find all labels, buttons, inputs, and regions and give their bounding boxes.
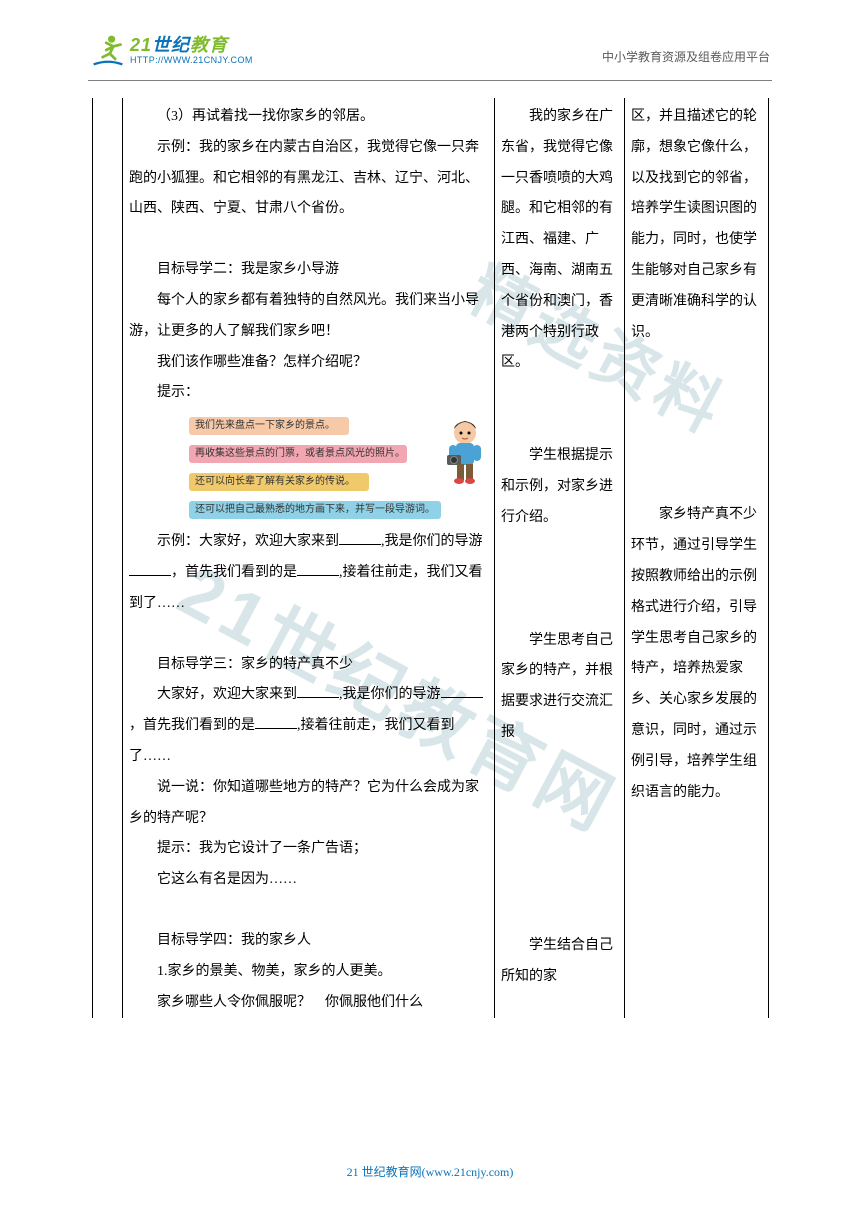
footer-prefix: 21 世纪教育网( — [347, 1165, 426, 1179]
logo-jiaoyu: 教育 — [190, 35, 228, 55]
footer-url: www.21cnjy.com — [426, 1165, 510, 1179]
txt: ,我是你们的导游 — [339, 687, 441, 702]
para-hint-label: 提示： — [129, 378, 488, 409]
speech-2: 再收集这些景点的门票，或者景点风光的照片。 — [189, 445, 407, 463]
design-intent-cell: 区，并且描述它的轮廓，想象它像什么，以及找到它的邻省，培养学生读图识图的能力，同… — [625, 98, 769, 1018]
txt: ,我是你们的导游 — [381, 534, 483, 549]
para-q3: （3）再试着找一找你家乡的邻居。 — [129, 102, 488, 133]
para-student-combine: 学生结合自己所知的家 — [501, 931, 618, 993]
logo-shiji: 世纪 — [152, 35, 190, 55]
boy-illustration — [439, 417, 491, 485]
footer-suffix: ) — [509, 1165, 513, 1179]
txt: ，首先我们看到的是 — [171, 565, 297, 580]
para-intent1: 区，并且描述它的轮廓，想象它像什么，以及找到它的邻省，培养学生读图识图的能力，同… — [631, 102, 762, 348]
speech-4: 还可以把自己最熟悉的地方画下来，并写一段导游词。 — [189, 501, 441, 519]
heading-goal2: 目标导学二：我是家乡小导游 — [129, 255, 488, 286]
speech-bubbles: 我们先来盘点一下家乡的景点。 再收集这些景点的门票，或者景点风光的照片。 还可以… — [189, 415, 479, 521]
para-hometown-gd: 我的家乡在广东省，我觉得它像一只香喷喷的大鸡腿。和它相邻的有江西、福建、广西、海… — [501, 102, 618, 379]
para-example3: 大家好，欢迎大家来到,我是你们的导游，首先我们看到的是,接着往前走，我们又看到了… — [129, 680, 488, 772]
header-divider — [88, 80, 772, 81]
blank — [339, 531, 381, 545]
txt: ，首先我们看到的是 — [129, 718, 255, 733]
para-hint2: 提示：我为它设计了一条广告语； — [129, 834, 488, 865]
page-footer: 21 世纪教育网(www.21cnjy.com) — [0, 1163, 860, 1180]
logo-url: HTTP://WWW.21CNJY.COM — [130, 56, 253, 65]
txt: 大家好，欢迎大家来到 — [157, 687, 297, 702]
blank — [255, 715, 297, 729]
blank — [441, 684, 483, 698]
para-student-think: 学生思考自己家乡的特产，并根据要求进行交流汇报 — [501, 626, 618, 749]
para-intent2: 家乡特产真不少环节，通过引导学生按照教师给出的示例格式进行介绍，引导学生思考自己… — [631, 500, 762, 808]
heading-goal4: 目标导学四：我的家乡人 — [129, 926, 488, 957]
para-talk: 说一说：你知道哪些地方的特产？它为什么会成为家乡的特产呢？ — [129, 773, 488, 835]
table-row: （3）再试着找一找你家乡的邻居。 示例：我的家乡在内蒙古自治区，我觉得它像一只奔… — [93, 98, 769, 1018]
logo: 21世纪教育 HTTP://WWW.21CNJY.COM — [90, 28, 253, 72]
cell-empty — [93, 98, 123, 1018]
speech-1: 我们先来盘点一下家乡的景点。 — [189, 417, 349, 435]
para-example1: 示例：我的家乡在内蒙古自治区，我觉得它像一只奔跑的小狐狸。和它相邻的有黑龙江、吉… — [129, 133, 488, 225]
para-student-intro: 学生根据提示和示例，对家乡进行介绍。 — [501, 441, 618, 533]
blank — [297, 684, 339, 698]
para-intro2: 每个人的家乡都有着独特的自然风光。我们来当小导游，让更多的人了解我们家乡吧！ — [129, 286, 488, 348]
para-example2: 示例：大家好，欢迎大家来到,我是你们的导游，首先我们看到的是,接着往前走，我们又… — [129, 527, 488, 619]
logo-21: 21 — [130, 35, 152, 55]
student-activities-cell: 我的家乡在广东省，我觉得它像一只香喷喷的大鸡腿。和它相邻的有江西、福建、广西、海… — [495, 98, 625, 1018]
para-question2: 我们该作哪些准备？怎样介绍呢？ — [129, 348, 488, 379]
teaching-activities-cell: （3）再试着找一找你家乡的邻居。 示例：我的家乡在内蒙古自治区，我觉得它像一只奔… — [123, 98, 495, 1018]
page-content: （3）再试着找一找你家乡的邻居。 示例：我的家乡在内蒙古自治区，我觉得它像一只奔… — [92, 98, 768, 1018]
para-admire: 家乡哪些人令你佩服呢？ 你佩服他们什么 — [129, 988, 488, 1019]
logo-text: 21世纪教育 HTTP://WWW.21CNJY.COM — [130, 36, 253, 65]
header-subtitle: 中小学教育资源及组卷应用平台 — [602, 48, 770, 65]
page-header: 21世纪教育 HTTP://WWW.21CNJY.COM 中小学教育资源及组卷应… — [0, 28, 860, 88]
heading-goal3: 目标导学三：家乡的特产真不少 — [129, 650, 488, 681]
para-1people: 1.家乡的景美、物美，家乡的人更美。 — [129, 957, 488, 988]
blank — [129, 562, 171, 576]
txt: 示例：大家好，欢迎大家来到 — [157, 534, 339, 549]
para-famous: 它这么有名是因为…… — [129, 865, 488, 896]
lesson-table: （3）再试着找一找你家乡的邻居。 示例：我的家乡在内蒙古自治区，我觉得它像一只奔… — [92, 98, 769, 1018]
speech-3: 还可以向长辈了解有关家乡的传说。 — [189, 473, 369, 491]
runner-icon — [90, 32, 126, 68]
blank — [297, 562, 339, 576]
